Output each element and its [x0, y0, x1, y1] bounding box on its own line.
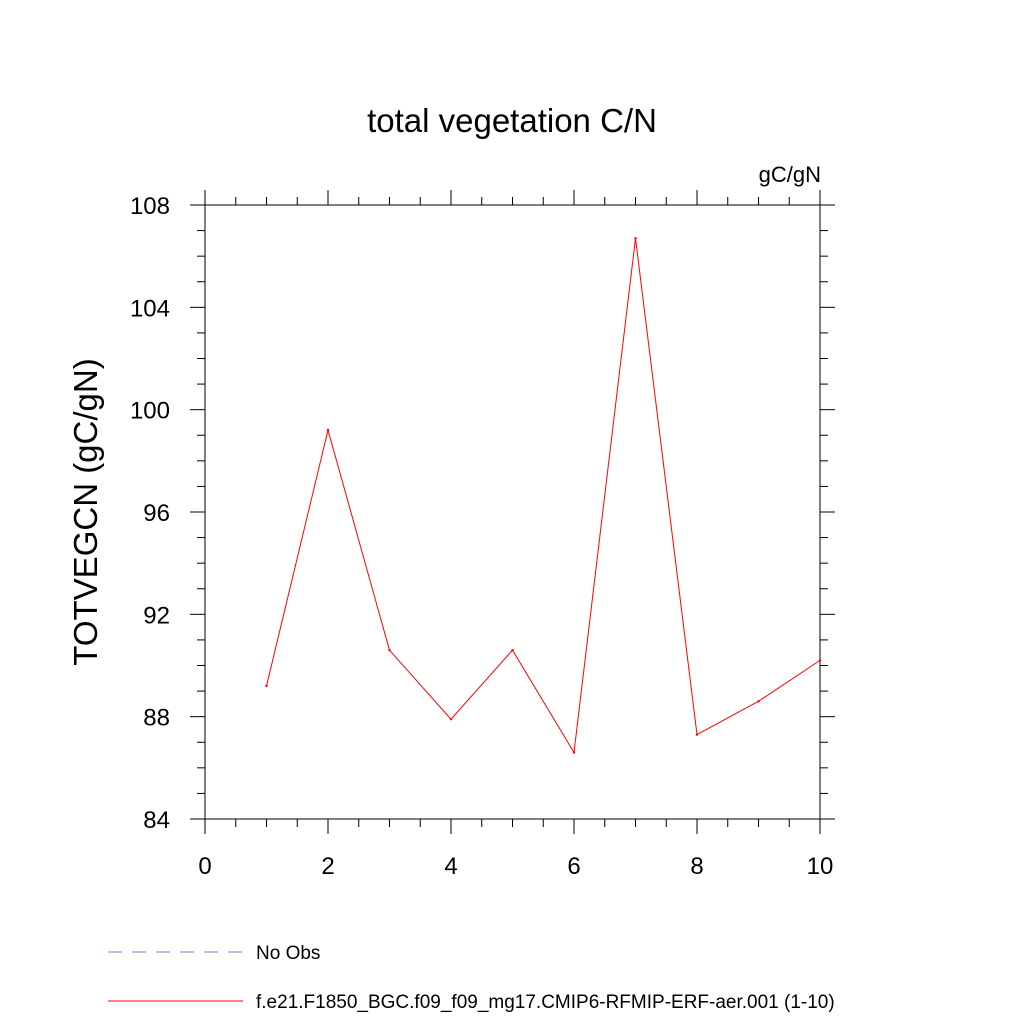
data-point: [265, 684, 268, 688]
tick-labels: 0 2 4 6 8 10 84 88 92 96 100 104 108: [130, 193, 833, 880]
y-tick-label: 92: [143, 602, 170, 629]
data-point: [757, 700, 760, 703]
units-label: gC/gN: [759, 162, 821, 187]
data-point: [326, 428, 330, 432]
legend: No Obs f.e21.F1850_BGC.f09_f09_mg17.CMIP6…: [108, 943, 835, 1013]
x-tick-label: 2: [321, 853, 334, 880]
y-tick-label: 104: [130, 295, 170, 322]
legend-label: No Obs: [256, 943, 320, 964]
y-tick-label: 96: [143, 500, 170, 527]
data-point: [634, 237, 637, 240]
x-tick-label: 8: [690, 853, 703, 880]
y-tick-label: 84: [143, 807, 170, 834]
y-axis-label: TOTVEGCN (gC/gN): [67, 358, 104, 665]
legend-label: f.e21.F1850_BGC.f09_f09_mg17.CMIP6-RFMIP…: [256, 992, 835, 1013]
plot-frame: [204, 204, 821, 820]
x-tick-label: 6: [567, 853, 580, 880]
y-tick-label: 100: [130, 398, 170, 425]
x-tick-label: 10: [807, 853, 834, 880]
series-layer: [265, 237, 822, 754]
chart-title: total vegetation C/N: [367, 102, 657, 139]
x-tick-label: 0: [198, 853, 211, 880]
data-point: [818, 659, 822, 662]
data-point: [572, 751, 576, 754]
plot-border: [204, 204, 821, 820]
y-tick-label: 88: [143, 705, 170, 732]
series-line: [266, 238, 821, 754]
data-point: [511, 648, 514, 652]
data-point: [695, 733, 699, 736]
axis-ticks: [190, 190, 835, 834]
x-tick-label: 4: [444, 853, 457, 880]
data-point: [449, 718, 453, 721]
y-tick-label: 108: [130, 193, 170, 220]
data-point: [388, 648, 391, 652]
